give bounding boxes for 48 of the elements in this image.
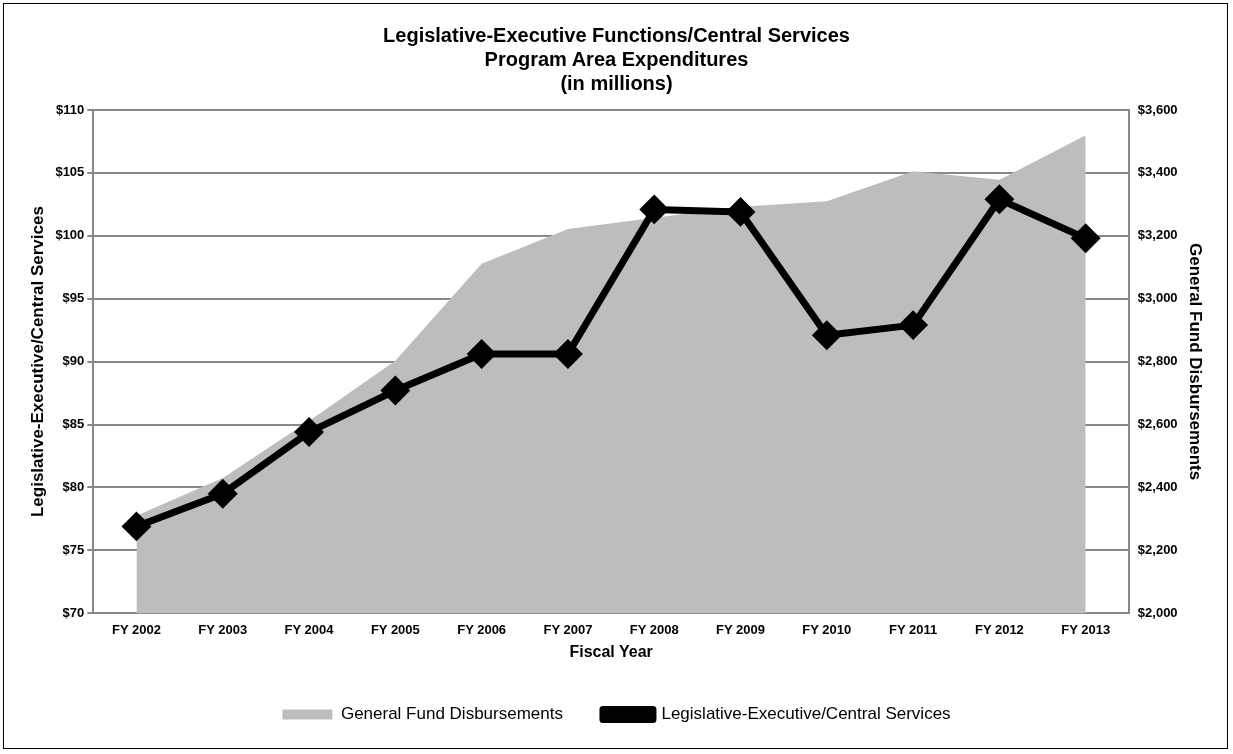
x-tick-label: FY 2010 xyxy=(802,621,852,637)
y-tick-label: $85 xyxy=(62,416,85,432)
y-tick-label: $75 xyxy=(62,541,85,557)
legend-label: Legislative-Executive/Central Services xyxy=(661,704,951,724)
point xyxy=(985,185,1013,213)
x-tick-label: FY 2011 xyxy=(889,621,938,637)
point xyxy=(295,418,323,446)
y-axis-title: Legislative-Executive/Central Services xyxy=(27,206,47,518)
point xyxy=(1072,224,1100,252)
y2-tick-label: $2,600 xyxy=(1137,416,1178,432)
x-tick-label: FY 2003 xyxy=(198,621,248,637)
y2-tick-label: $2,800 xyxy=(1137,353,1178,369)
chart-title: Legislative-Executive Functions/Central Services Program Area Expenditures (in millions) xyxy=(383,23,850,94)
x-tick-label: FY 2013 xyxy=(1061,621,1111,637)
x-tick-label: FY 2004 xyxy=(284,621,335,637)
x-tick-label: FY 2008 xyxy=(629,621,679,637)
y-tick-label: $110 xyxy=(56,101,85,117)
y2-tick-label: $2,400 xyxy=(1137,478,1178,494)
point xyxy=(640,195,668,223)
y-tick-label: $70 xyxy=(62,604,85,620)
point xyxy=(209,480,237,508)
point xyxy=(468,340,496,368)
point xyxy=(727,198,755,226)
y-tick-label: $95 xyxy=(62,290,85,306)
x-tick-label: FY 2007 xyxy=(543,621,593,637)
legend-label: General Fund Disbursements xyxy=(340,704,563,724)
x-axis-title: Fiscal Year xyxy=(569,642,653,660)
x-tick-label: FY 2006 xyxy=(457,621,507,637)
y2-tick-label: $2,000 xyxy=(1137,604,1178,620)
x-tick-label: FY 2009 xyxy=(716,621,765,637)
point xyxy=(813,321,841,349)
y-tick-label: $100 xyxy=(55,227,85,243)
y2-axis-title: General Fund Disbursements xyxy=(1186,243,1206,481)
x-tick-label: FY 2002 xyxy=(112,621,161,637)
y-tick-label: $80 xyxy=(62,478,85,494)
y2-tick-label: $3,000 xyxy=(1137,290,1178,306)
point xyxy=(554,340,582,368)
point xyxy=(899,311,927,339)
y-tick-label: $105 xyxy=(55,164,85,180)
x-tick-label: FY 2005 xyxy=(370,621,420,637)
y2-tick-label: $2,200 xyxy=(1137,541,1178,557)
point xyxy=(381,377,409,405)
y2-tick-label: $3,600 xyxy=(1137,101,1178,117)
y-tick-label: $90 xyxy=(62,353,85,369)
y2-tick-label: $3,200 xyxy=(1137,227,1178,243)
point xyxy=(122,512,150,540)
x-tick-label: FY 2012 xyxy=(974,621,1024,637)
y2-tick-label: $3,400 xyxy=(1137,164,1178,180)
